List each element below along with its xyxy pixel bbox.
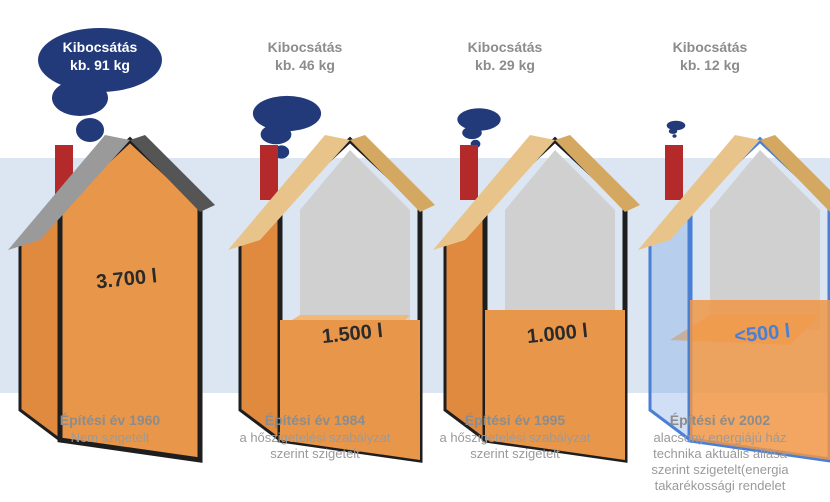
emission-label: Kibocsátás (268, 39, 343, 55)
smoke-puff (52, 80, 108, 116)
smoke-puff (669, 129, 677, 134)
infographic: 3.700 lKibocsátáskb. 91 kgÉpítési év 196… (0, 0, 830, 502)
smoke-puff (672, 134, 676, 138)
smoke-puff (253, 96, 321, 131)
build-year: Építési év 1995 (465, 412, 566, 428)
description: a hőszigetelési szabályzat (239, 430, 390, 445)
description: szerint szigetelt (270, 446, 360, 461)
smoke-puff (261, 125, 292, 145)
description: technika aktuális állása (653, 446, 787, 461)
chimney (460, 145, 478, 200)
emission-label: kb. 46 kg (275, 57, 335, 73)
smoke-puff (76, 118, 104, 142)
chimney (665, 145, 683, 200)
emission-label: kb. 29 kg (475, 57, 535, 73)
description: szerint szigetelt(energia (651, 462, 789, 477)
emission-label: Kibocsátás (63, 39, 138, 55)
house: 3.700 l (8, 28, 215, 460)
build-year: Építési év 1960 (60, 412, 161, 428)
description: szerint szigetelt (470, 446, 560, 461)
house: 1.500 l (228, 96, 435, 460)
smoke-cloud (457, 108, 500, 148)
smoke-cloud (667, 121, 686, 138)
smoke-puff (462, 127, 482, 140)
emission-label: Kibocsátás (468, 39, 543, 55)
emission-label: kb. 91 kg (70, 57, 130, 73)
build-year: Építési év 1984 (265, 412, 366, 428)
emission-label: Kibocsátás (673, 39, 748, 55)
description: alacsony energiájú ház (654, 430, 787, 445)
smoke-puff (457, 108, 500, 130)
description: takarékossági rendelet (655, 478, 786, 493)
emission-label: kb. 12 kg (680, 57, 740, 73)
description: a hőszigetelési szabályzat (439, 430, 590, 445)
smoke-puff (667, 121, 686, 131)
description: Nem szigetelt (71, 430, 150, 445)
chimney (260, 145, 278, 200)
build-year: Építési év 2002 (670, 412, 771, 428)
